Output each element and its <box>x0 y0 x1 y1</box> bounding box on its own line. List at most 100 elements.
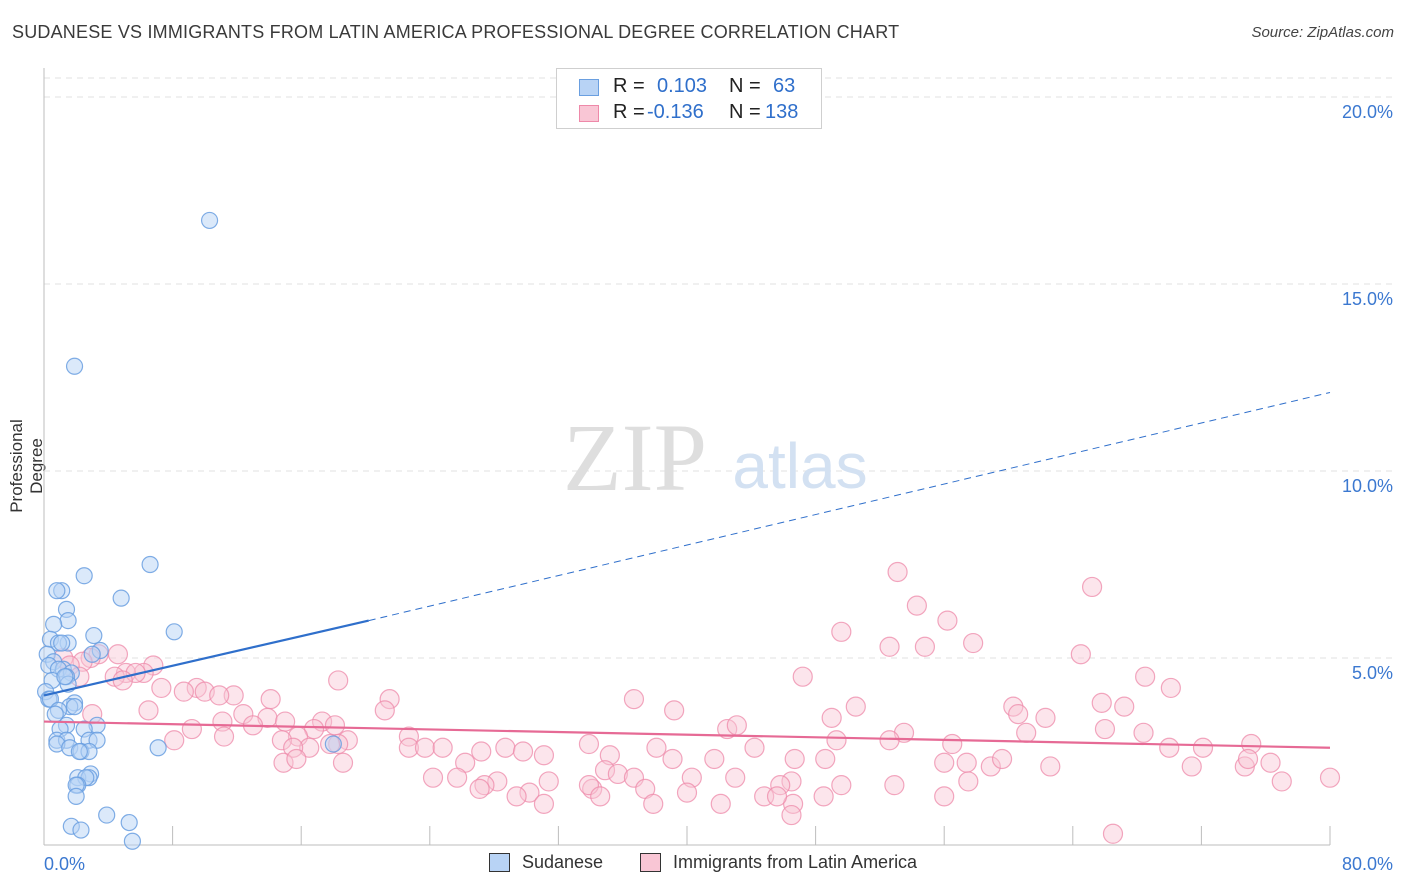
point-sudanese <box>141 555 159 574</box>
point-sudanese <box>65 698 84 716</box>
point-latin-america <box>792 666 813 687</box>
point-sudanese <box>165 623 183 641</box>
point-latin-america <box>107 644 129 665</box>
point-sudanese <box>85 626 103 645</box>
point-sudanese <box>48 582 66 600</box>
r-value: -0.136 <box>647 101 704 123</box>
tick-labels: 5.0% 10.0% 15.0% 20.0% 0.0% 80.0% <box>44 102 1393 874</box>
r-label: R = <box>613 101 645 123</box>
point-latin-america <box>845 696 866 717</box>
point-latin-america <box>607 763 628 785</box>
point-latin-america <box>937 610 958 631</box>
point-sudanese <box>123 832 142 850</box>
point-latin-america <box>512 741 534 762</box>
point-latin-america <box>538 771 559 792</box>
point-latin-america <box>209 685 230 706</box>
point-latin-america <box>275 711 296 732</box>
point-latin-america <box>826 730 847 751</box>
point-sudanese <box>149 739 167 757</box>
trend-line-latin-america <box>43 720 1331 749</box>
point-latin-america <box>1181 756 1202 777</box>
legend-label-latin-america: Immigrants from Latin America <box>673 852 918 872</box>
point-latin-america <box>646 737 667 758</box>
point-latin-america <box>599 745 620 766</box>
point-latin-america <box>414 737 436 758</box>
point-latin-america <box>379 689 400 710</box>
point-sudanese <box>45 615 63 633</box>
legend-item-latin-america[interactable]: Immigrants from Latin America <box>640 852 917 873</box>
point-latin-america <box>1016 722 1037 743</box>
chart-title: SUDANESE VS IMMIGRANTS FROM LATIN AMERIC… <box>12 22 900 42</box>
point-latin-america <box>533 793 555 814</box>
point-latin-america <box>664 700 685 721</box>
point-latin-america <box>1091 692 1112 713</box>
point-latin-america <box>1008 703 1029 725</box>
point-latin-america <box>963 632 984 654</box>
point-latin-america <box>1070 644 1091 665</box>
point-latin-america <box>164 730 185 751</box>
point-latin-america <box>1241 733 1262 755</box>
point-sudanese <box>75 567 93 585</box>
point-latin-america <box>533 745 555 766</box>
y-tick-label: 10.0% <box>1342 476 1393 496</box>
point-latin-america <box>770 775 791 796</box>
point-sudanese <box>67 787 85 805</box>
point-latin-america <box>766 786 788 807</box>
n-value: 63 <box>773 75 796 97</box>
point-latin-america <box>676 782 698 803</box>
point-latin-america <box>151 677 172 699</box>
point-latin-america <box>1260 752 1281 773</box>
point-latin-america <box>271 730 293 751</box>
x-tick-label: 0.0% <box>44 854 85 874</box>
point-latin-america <box>213 726 235 747</box>
n-label: N = <box>729 101 761 123</box>
point-latin-america <box>784 748 805 770</box>
point-sudanese <box>56 668 74 686</box>
point-latin-america <box>831 621 852 642</box>
point-latin-america <box>432 737 453 758</box>
point-latin-america <box>1133 722 1154 743</box>
point-latin-america <box>914 636 936 657</box>
point-latin-america <box>1114 696 1135 717</box>
point-sudanese <box>65 357 84 375</box>
point-latin-america <box>815 748 836 770</box>
point-sudanese <box>59 611 77 630</box>
point-latin-america <box>374 700 395 721</box>
point-latin-america <box>958 771 979 792</box>
point-sudanese <box>324 735 342 753</box>
point-latin-america <box>887 561 908 583</box>
point-sudanese <box>98 806 116 824</box>
point-latin-america <box>332 752 354 773</box>
watermark: ZIP atlas <box>563 404 868 511</box>
point-latin-america <box>725 767 746 788</box>
point-latin-america <box>1237 748 1259 770</box>
point-latin-america <box>495 737 516 758</box>
point-latin-america <box>273 752 294 773</box>
point-latin-america <box>744 737 765 758</box>
point-latin-america <box>726 715 747 736</box>
point-latin-america <box>506 786 527 807</box>
watermark-atlas: atlas <box>732 430 867 502</box>
point-latin-america <box>906 595 927 616</box>
point-latin-america <box>1094 718 1116 740</box>
point-latin-america <box>594 760 616 781</box>
point-latin-america <box>582 778 603 800</box>
point-latin-america <box>643 793 664 814</box>
point-latin-america <box>519 782 540 803</box>
n-label: N = <box>729 75 761 97</box>
point-latin-america <box>879 730 900 751</box>
point-latin-america <box>1035 707 1056 728</box>
axes <box>43 68 1331 846</box>
point-latin-america <box>991 748 1013 770</box>
point-latin-america <box>590 786 611 807</box>
point-latin-america <box>260 689 281 710</box>
legend-item-sudanese[interactable]: Sudanese <box>489 852 603 873</box>
point-latin-america <box>138 700 159 721</box>
point-latin-america <box>704 748 725 770</box>
grid-lines <box>44 77 1395 659</box>
point-latin-america <box>469 778 490 800</box>
point-latin-america <box>681 767 702 788</box>
point-latin-america <box>1160 677 1181 699</box>
point-latin-america <box>181 718 202 740</box>
